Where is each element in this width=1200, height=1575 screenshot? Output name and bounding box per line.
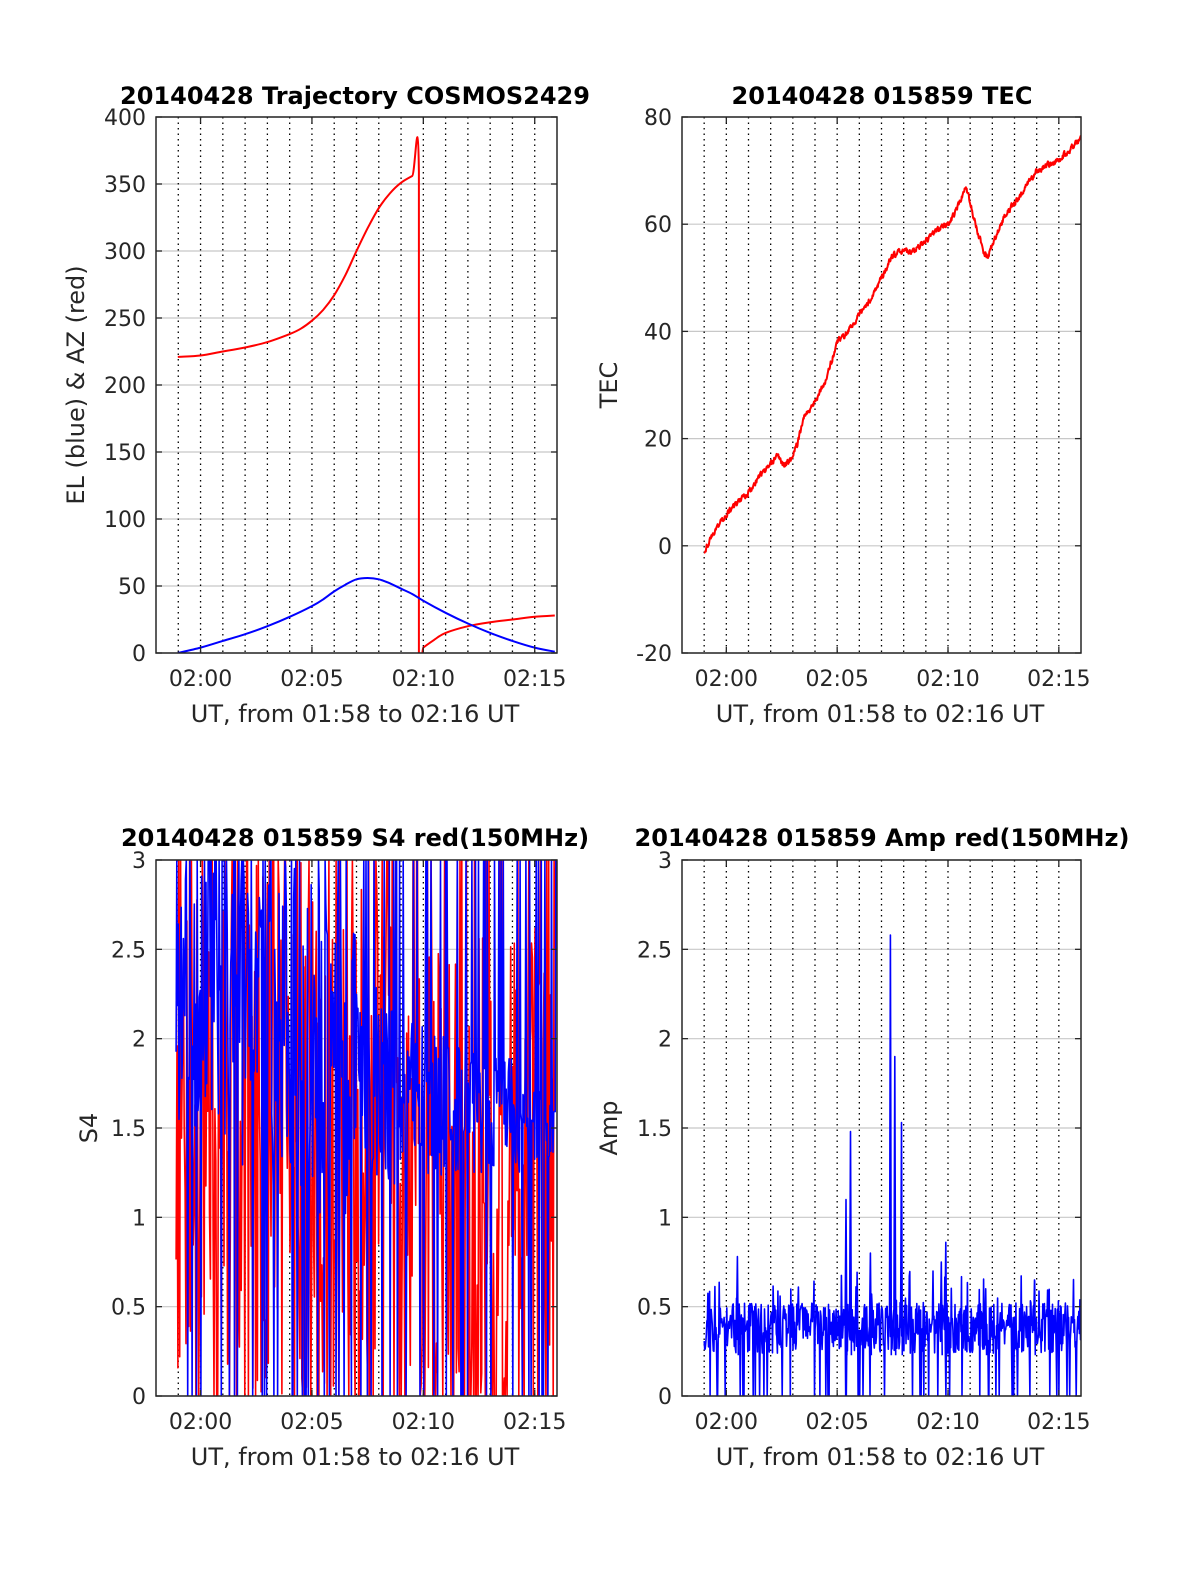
y-tick-label: -20 xyxy=(636,642,672,667)
x-tick-label: 02:15 xyxy=(1027,667,1090,692)
x-tick-label: 02:05 xyxy=(805,667,868,692)
x-tick-label: 02:15 xyxy=(1027,1410,1090,1435)
x-tick-label: 02:05 xyxy=(280,667,343,692)
x-tick-label: 02:10 xyxy=(392,667,455,692)
tec-panel: 20140428 015859 TEC UT, from 01:58 to 02… xyxy=(595,82,1091,728)
trajectory-title: 20140428 Trajectory COSMOS2429 xyxy=(120,82,590,110)
s4-panel: 20140428 015859 S4 red(150MHz) UT, from … xyxy=(75,824,589,1471)
y-tick-label: 20 xyxy=(644,428,672,453)
y-tick-label: 2 xyxy=(658,1028,672,1053)
y-tick-label: 1 xyxy=(132,1206,146,1231)
series-line-1 xyxy=(175,860,557,1396)
x-tick-label: 02:00 xyxy=(169,667,232,692)
y-tick-label: 2 xyxy=(132,1028,146,1053)
x-tick-label: 02:00 xyxy=(169,1410,232,1435)
y-tick-label: 2.5 xyxy=(111,938,146,963)
y-tick-label: 80 xyxy=(644,106,672,131)
s4-title: 20140428 015859 S4 red(150MHz) xyxy=(121,824,589,852)
tec-xlabel: UT, from 01:58 to 02:16 UT xyxy=(716,700,1045,728)
series-line-0 xyxy=(177,136,555,653)
x-tick-label: 02:15 xyxy=(503,667,566,692)
y-tick-label: 1.5 xyxy=(637,1117,672,1142)
y-tick-label: 200 xyxy=(104,374,146,399)
y-tick-label: 150 xyxy=(104,441,146,466)
y-tick-label: 1.5 xyxy=(111,1117,146,1142)
series-line-0 xyxy=(703,135,1081,554)
x-tick-label: 02:10 xyxy=(392,1410,455,1435)
x-tick-label: 02:05 xyxy=(805,1410,868,1435)
x-tick-label: 02:00 xyxy=(695,667,758,692)
plot-area xyxy=(703,135,1081,554)
trajectory-xlabel: UT, from 01:58 to 02:16 UT xyxy=(191,700,520,728)
y-tick-label: 0.5 xyxy=(637,1296,672,1321)
amp-ylabel: Amp xyxy=(595,1100,623,1155)
s4-xlabel: UT, from 01:58 to 02:16 UT xyxy=(191,1443,520,1471)
y-tick-label: 60 xyxy=(644,213,672,238)
y-tick-label: 350 xyxy=(104,173,146,198)
y-tick-label: 2.5 xyxy=(637,938,672,963)
y-tick-label: 3 xyxy=(132,849,146,874)
x-tick-label: 02:00 xyxy=(695,1410,758,1435)
x-tick-label: 02:10 xyxy=(916,667,979,692)
x-tick-label: 02:05 xyxy=(280,1410,343,1435)
y-tick-label: 300 xyxy=(104,240,146,265)
series-line-0 xyxy=(703,934,1081,1396)
plot-area xyxy=(703,934,1081,1396)
y-tick-label: 0 xyxy=(132,642,146,667)
amp-xlabel: UT, from 01:58 to 02:16 UT xyxy=(716,1443,1045,1471)
y-tick-label: 100 xyxy=(104,508,146,533)
y-tick-label: 0 xyxy=(658,535,672,560)
amp-title: 20140428 015859 Amp red(150MHz) xyxy=(635,824,1130,852)
y-tick-label: 400 xyxy=(104,106,146,131)
plot-area xyxy=(177,136,556,653)
y-tick-label: 0 xyxy=(658,1385,672,1410)
y-tick-label: 250 xyxy=(104,307,146,332)
trajectory-panel: 20140428 Trajectory COSMOS2429 UT, from … xyxy=(62,82,590,728)
x-tick-label: 02:10 xyxy=(916,1410,979,1435)
y-tick-label: 3 xyxy=(658,849,672,874)
trajectory-ylabel: EL (blue) & AZ (red) xyxy=(62,265,90,504)
y-tick-label: 1 xyxy=(658,1206,672,1231)
s4-ylabel: S4 xyxy=(75,1113,103,1144)
tec-ylabel: TEC xyxy=(595,362,623,410)
grid xyxy=(682,859,1081,1397)
amp-panel: 20140428 015859 Amp red(150MHz) UT, from… xyxy=(595,824,1129,1471)
axes-frame xyxy=(681,116,1082,654)
y-tick-label: 40 xyxy=(644,320,672,345)
y-tick-label: 0.5 xyxy=(111,1296,146,1321)
y-tick-label: 0 xyxy=(132,1385,146,1410)
series-line-1 xyxy=(177,577,556,653)
plot-area xyxy=(175,860,557,1396)
tec-title: 20140428 015859 TEC xyxy=(732,82,1033,110)
y-tick-label: 50 xyxy=(118,575,146,600)
x-tick-label: 02:15 xyxy=(503,1410,566,1435)
